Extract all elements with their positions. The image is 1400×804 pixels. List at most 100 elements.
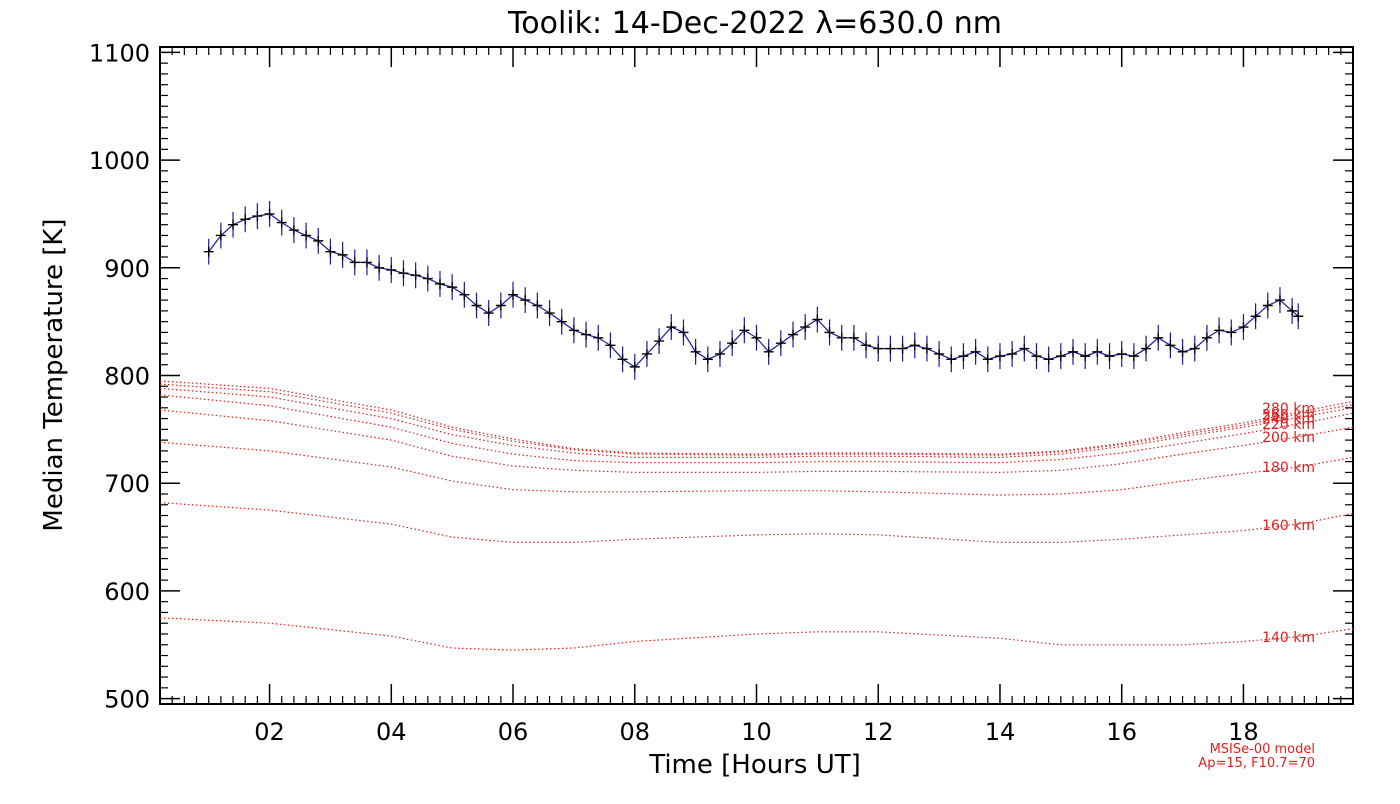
data-point [666, 322, 677, 333]
model-curve [159, 617, 1354, 651]
data-line [208, 213, 1299, 368]
data-point [775, 338, 786, 349]
data-point [1262, 300, 1273, 311]
data-point [337, 249, 348, 260]
x-tick-label: 16 [1106, 718, 1137, 746]
data-point [970, 346, 981, 357]
data-point [885, 343, 896, 354]
y-tick-label: 1100 [89, 39, 150, 67]
data-point [483, 308, 494, 319]
data-point [702, 354, 713, 365]
data-point [410, 270, 421, 281]
data-point [1238, 322, 1249, 333]
x-tick-label: 08 [619, 718, 650, 746]
data-point [812, 314, 823, 325]
plot-area: 02 04 06 08 10 12 14 16 18 500 600 700 800 900 1000 110… [89, 39, 1354, 746]
data-point [325, 246, 336, 257]
data-point [1007, 348, 1018, 359]
data-point [349, 257, 360, 268]
data-point [921, 343, 932, 354]
data-point [240, 214, 251, 225]
data-point [374, 262, 385, 273]
model-curve [159, 380, 1354, 455]
data-point [958, 351, 969, 362]
model-curve [159, 441, 1354, 496]
model-curve-label: 160 km [1262, 518, 1315, 534]
data-point [1043, 354, 1054, 365]
data-point [1250, 311, 1261, 322]
data-point [605, 340, 616, 351]
model-note-line1: MSISe-00 model [1210, 742, 1315, 757]
data-point [1019, 343, 1030, 354]
data-point [1274, 295, 1285, 306]
y-tick-label: 500 [104, 686, 150, 714]
data-point [459, 289, 470, 300]
data-point [751, 332, 762, 343]
data-point [1201, 332, 1212, 343]
data-point [495, 300, 506, 311]
data-point [434, 278, 445, 289]
data-point [228, 219, 239, 230]
data-point [398, 268, 409, 279]
data-point [203, 246, 214, 257]
data-point [581, 329, 592, 340]
data-point [1055, 351, 1066, 362]
data-point [1116, 348, 1127, 359]
data-point [946, 354, 957, 365]
data-point [727, 338, 738, 349]
data-point [264, 208, 275, 219]
data-point [714, 348, 725, 359]
data-point [641, 348, 652, 359]
model-curve [159, 394, 1354, 464]
data-point [800, 322, 811, 333]
data-point [313, 235, 324, 246]
data-point [471, 300, 482, 311]
data-point [544, 308, 555, 319]
data-point [508, 289, 519, 300]
data-point [873, 343, 884, 354]
y-tick-label: 1000 [89, 147, 150, 175]
plot-frame [159, 46, 1354, 705]
y-tick-label: 600 [104, 578, 150, 606]
model-curve-label: 140 km [1262, 630, 1315, 646]
data-point [690, 346, 701, 357]
model-curve-label: 200 km [1262, 430, 1315, 446]
model-curve [159, 387, 1354, 459]
model-curve-label: 180 km [1262, 460, 1315, 476]
data-point [568, 325, 579, 336]
data-point [532, 300, 543, 311]
model-curve-label: 220 km [1262, 417, 1315, 433]
x-tick-label: 02 [254, 718, 285, 746]
data-point [520, 295, 531, 306]
y-tick-label: 700 [104, 470, 150, 498]
data-point [848, 332, 859, 343]
data-point [788, 329, 799, 340]
data-point [288, 225, 299, 236]
data-point [301, 230, 312, 241]
data-point [1189, 343, 1200, 354]
data-point [824, 327, 835, 338]
x-tick-label: 10 [741, 718, 772, 746]
data-point [909, 340, 920, 351]
data-point [1293, 311, 1304, 322]
model-curve-label: 240 km [1262, 412, 1315, 428]
data-point [276, 217, 287, 228]
model-curve [159, 502, 1354, 544]
x-tick-label: 04 [376, 718, 407, 746]
data-point [1104, 351, 1115, 362]
chart-title: Toolik: 14-Dec-2022 λ=630.0 nm [507, 6, 1002, 41]
data-point [422, 273, 433, 284]
model-note-line2: Ap=15, F10.7=70 [1198, 756, 1315, 771]
data-point [1068, 346, 1079, 357]
data-point [1080, 351, 1091, 362]
data-point [556, 316, 567, 327]
data-point [654, 336, 665, 347]
data-point [934, 348, 945, 359]
data-point [629, 361, 640, 372]
data-point [1214, 325, 1225, 336]
data-point [739, 325, 750, 336]
x-tick-label: 18 [1228, 718, 1259, 746]
x-tick-label: 12 [863, 718, 894, 746]
